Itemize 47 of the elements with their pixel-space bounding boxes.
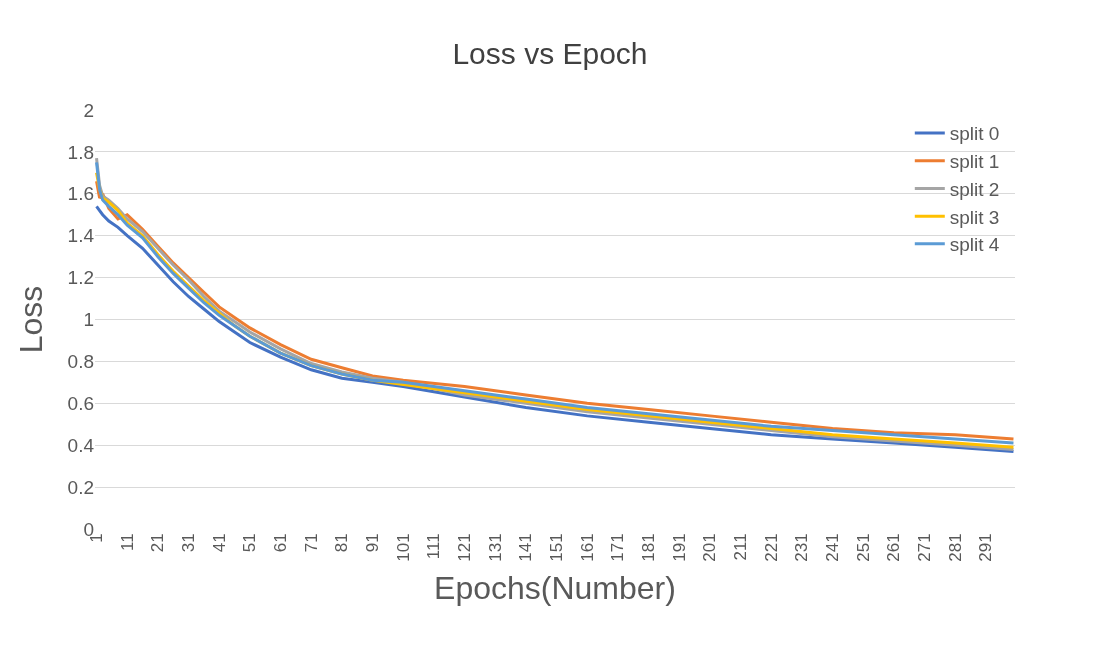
legend-label: split 0 xyxy=(949,123,1000,145)
legend-label: split 4 xyxy=(949,234,1000,256)
x-tick-label: 251 xyxy=(853,533,873,562)
y-tick-label: 1 xyxy=(83,309,94,331)
x-tick-label: 21 xyxy=(148,533,168,553)
x-tick-label: 131 xyxy=(485,533,505,562)
x-tick-label: 161 xyxy=(577,533,597,562)
x-tick-label: 91 xyxy=(363,533,383,553)
x-tick-label: 281 xyxy=(945,533,965,562)
x-tick-label: 221 xyxy=(761,533,781,562)
x-tick-label: 241 xyxy=(823,533,843,562)
x-tick-label: 151 xyxy=(547,533,567,562)
x-tick-label: 41 xyxy=(209,533,229,553)
x-tick-label: 61 xyxy=(271,533,291,553)
x-tick-label: 111 xyxy=(424,533,444,560)
x-tick-label: 291 xyxy=(976,533,996,562)
y-tick-label: 1.6 xyxy=(67,183,94,205)
x-tick-label: 71 xyxy=(301,533,321,553)
x-tick-label: 11 xyxy=(117,533,137,552)
x-tick-label: 211 xyxy=(731,533,751,561)
x-tick-label: 121 xyxy=(455,533,475,562)
y-tick-label: 0.8 xyxy=(67,351,94,373)
y-tick-label: 0.2 xyxy=(67,476,94,498)
legend-label: split 2 xyxy=(949,178,1000,200)
y-tick-label: 1.4 xyxy=(67,225,95,247)
legend-label: split 3 xyxy=(949,206,1000,228)
chart-title: Loss vs Epoch xyxy=(452,37,648,71)
y-tick-label: 0.4 xyxy=(67,434,95,456)
x-tick-label: 181 xyxy=(639,533,659,562)
y-tick-label: 2 xyxy=(83,99,94,121)
x-tick-label: 141 xyxy=(516,533,536,562)
x-tick-label: 51 xyxy=(240,533,260,553)
y-axis-title: Loss xyxy=(12,285,49,354)
x-tick-label: 31 xyxy=(179,533,199,553)
x-tick-label: 271 xyxy=(915,533,935,562)
y-tick-label: 0.6 xyxy=(67,392,94,414)
x-tick-label: 171 xyxy=(608,533,628,562)
legend-label: split 1 xyxy=(949,151,1000,173)
x-tick-label: 191 xyxy=(669,533,689,562)
y-tick-label: 1.8 xyxy=(67,141,94,163)
x-tick-label: 201 xyxy=(700,533,720,562)
x-tick-label: 81 xyxy=(332,533,352,553)
x-axis-title: Epochs(Number) xyxy=(434,569,676,606)
x-tick-label: 101 xyxy=(393,533,413,562)
x-tick-label: 261 xyxy=(884,533,904,562)
x-tick-label: 231 xyxy=(792,533,812,562)
y-tick-label: 1.2 xyxy=(67,267,94,289)
